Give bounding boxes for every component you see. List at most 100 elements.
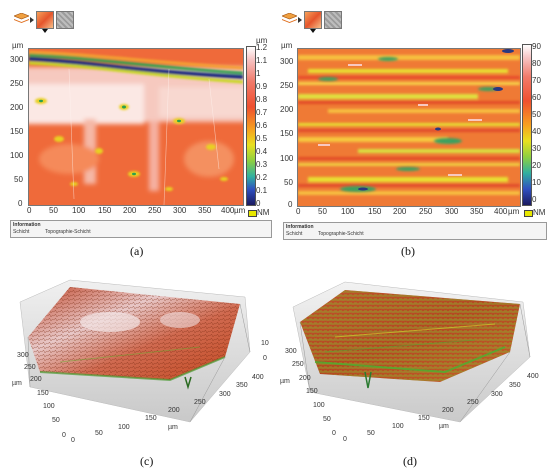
heatmap-a xyxy=(29,49,243,205)
caption-b: (b) xyxy=(401,244,415,258)
y-tick: 250 xyxy=(10,79,24,88)
y-tick: 150 xyxy=(10,127,24,136)
colorbar-tick: 20 xyxy=(532,161,541,170)
colorbar-tick: 40 xyxy=(532,127,541,136)
colorbar-tick: 0 xyxy=(532,195,537,204)
x-tick: 300 xyxy=(445,207,459,216)
x-tick: 0 xyxy=(296,207,301,216)
y-unit-label: µm xyxy=(280,378,290,385)
x-tick: 100 xyxy=(392,423,404,430)
colorbar-tick: 10 xyxy=(532,178,541,187)
colorbar-tick: 0.5 xyxy=(256,134,268,143)
selected-caret-icon xyxy=(310,29,316,33)
x-unit-label: µm xyxy=(508,207,520,216)
colorbar-tick: 0.3 xyxy=(256,160,268,169)
y-tick: 250 xyxy=(24,364,36,371)
y-tick: 200 xyxy=(299,375,311,382)
y-tick: 200 xyxy=(10,103,24,112)
x-tick: 100 xyxy=(118,424,130,431)
y-tick: 50 xyxy=(323,416,331,423)
y-tick: 150 xyxy=(37,390,49,397)
y-tick: 200 xyxy=(30,376,42,383)
colorbar-tick: 0.4 xyxy=(256,147,268,156)
x-tick: 350 xyxy=(198,206,212,215)
y-tick: 100 xyxy=(43,403,55,410)
x-tick: 0 xyxy=(343,436,347,443)
topography-map-b[interactable] xyxy=(297,48,521,207)
surface-3d-d[interactable] xyxy=(275,262,550,447)
y-unit-label: µm xyxy=(281,41,293,50)
x-tick: 50 xyxy=(95,430,103,437)
panel-c: 300 250 200 150 100 50 0 µm 0 50 100 150… xyxy=(0,262,275,473)
colorbar-tick: 60 xyxy=(532,93,541,102)
x-tick: 150 xyxy=(145,415,157,422)
arrow-icon xyxy=(298,17,302,23)
x-tick: 50 xyxy=(49,206,58,215)
nm-legend-swatch xyxy=(524,210,533,217)
surface-3d-c[interactable] xyxy=(0,262,275,447)
y-tick: 300 xyxy=(17,352,29,359)
x-tick: 400 xyxy=(494,207,508,216)
color-thumb-icon[interactable] xyxy=(304,11,322,29)
x-tick: 300 xyxy=(173,206,187,215)
y-tick: 0 xyxy=(18,199,23,208)
x-tick: 50 xyxy=(318,207,327,216)
y-tick: 250 xyxy=(292,361,304,368)
layers-icon[interactable] xyxy=(14,13,29,25)
colorbar-tick: 0.1 xyxy=(256,186,268,195)
arrow-icon xyxy=(30,17,34,23)
x-tick: 300 xyxy=(219,391,231,398)
colorbar-tick: 1.1 xyxy=(256,56,268,65)
colorbar-tick: 0 xyxy=(256,199,261,208)
colorbar-b xyxy=(522,44,532,206)
x-tick: 250 xyxy=(467,399,479,406)
x-tick: 150 xyxy=(418,415,430,422)
info-panel-b: Information Schicht Topographie-Schicht xyxy=(283,222,547,240)
toolbar-a xyxy=(12,10,92,33)
toolbar-b xyxy=(280,10,360,33)
colorbar-tick: 0.8 xyxy=(256,95,268,104)
y-tick: 150 xyxy=(280,129,294,138)
y-unit-label: µm xyxy=(12,380,22,387)
colorbar-tick: 90 xyxy=(532,42,541,51)
colorbar-tick: 50 xyxy=(532,110,541,119)
gray-thumb-icon[interactable] xyxy=(56,11,74,29)
y-tick: 50 xyxy=(52,417,60,424)
x-tick: 300 xyxy=(491,391,503,398)
panel-a: µm xyxy=(0,0,275,262)
x-tick: 250 xyxy=(194,399,206,406)
colorbar-tick: 0.7 xyxy=(256,108,268,117)
x-unit-label: µm xyxy=(439,423,449,430)
x-tick: 350 xyxy=(236,382,248,389)
layers-icon[interactable] xyxy=(282,13,297,25)
z-tick: 0 xyxy=(263,355,267,362)
x-tick: 400 xyxy=(252,374,264,381)
x-tick: 200 xyxy=(123,206,137,215)
colorbar-tick: 70 xyxy=(532,76,541,85)
info-layer-label: Schicht xyxy=(13,229,30,235)
panel-b: µm xyxy=(275,0,550,262)
colorbar-a xyxy=(246,46,256,206)
x-unit-label: µm xyxy=(168,424,178,431)
x-tick: 0 xyxy=(27,206,32,215)
x-tick: 200 xyxy=(168,407,180,414)
x-tick: 400 xyxy=(221,206,235,215)
y-tick: 100 xyxy=(10,151,24,160)
x-tick: 100 xyxy=(72,206,86,215)
colorbar-tick: 0.9 xyxy=(256,82,268,91)
nm-legend-swatch xyxy=(248,210,257,217)
y-tick: 200 xyxy=(280,105,294,114)
colorbar-tick: 0.2 xyxy=(256,173,268,182)
x-tick: 200 xyxy=(393,207,407,216)
color-thumb-icon[interactable] xyxy=(36,11,54,29)
caption-d: (d) xyxy=(403,454,417,468)
caption-c: (c) xyxy=(140,454,154,468)
gray-thumb-icon[interactable] xyxy=(324,11,342,29)
topography-map-a[interactable] xyxy=(28,48,244,206)
y-tick: 300 xyxy=(285,348,297,355)
x-tick: 200 xyxy=(442,407,454,414)
info-layer-value: Topographie-Schicht xyxy=(318,231,364,237)
x-tick: 150 xyxy=(98,206,112,215)
caption-a: (a) xyxy=(130,244,144,258)
x-tick: 250 xyxy=(148,206,162,215)
